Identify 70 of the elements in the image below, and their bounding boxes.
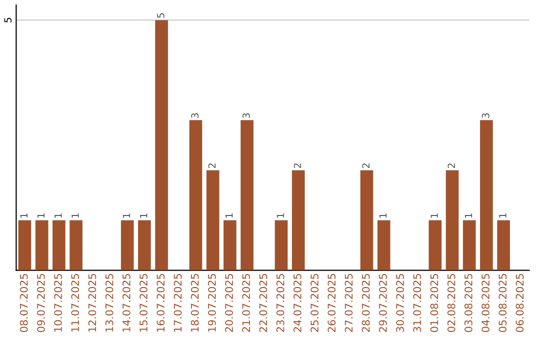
bar: [240, 120, 254, 270]
x-tick-label: 11.07.2025: [71, 274, 80, 332]
bar: [274, 220, 288, 270]
bar: [497, 220, 510, 270]
bar: [292, 170, 305, 270]
data-label: 3: [191, 113, 199, 118]
bar: [155, 20, 168, 270]
data-label: 5: [157, 13, 164, 18]
x-tick-label: 24.07.2025: [293, 274, 302, 332]
x-tick-label: 17.07.2025: [174, 274, 182, 332]
bar: [224, 220, 236, 270]
x-tick-label: 12.07.2025: [88, 274, 96, 332]
data-label: 1: [226, 213, 233, 218]
bar: [462, 220, 476, 270]
x-tick-label: 02.08.2025: [447, 274, 456, 332]
x-tick-label: 10.07.2025: [54, 274, 62, 332]
x-tick-label: 18.07.2025: [190, 274, 199, 332]
data-label: 2: [294, 164, 302, 168]
x-tick-label: 23.07.2025: [276, 274, 284, 332]
bar: [18, 220, 32, 270]
bar: [360, 170, 374, 270]
bar: [480, 120, 493, 270]
bar: [35, 220, 48, 270]
x-tick-label: 22.07.2025: [259, 274, 268, 332]
x-tick-label: 27.07.2025: [344, 274, 353, 332]
x-tick-label: 29.07.2025: [378, 274, 387, 332]
x-tick-label: 16.07.2025: [156, 274, 165, 332]
bar: [189, 120, 202, 270]
bar: [52, 220, 66, 270]
data-label: 1: [140, 213, 148, 218]
data-label: 1: [430, 213, 438, 218]
x-tick-label: 09.07.2025: [36, 274, 45, 332]
x-tick-label: 19.07.2025: [208, 274, 216, 332]
x-tick-label: 28.07.2025: [362, 274, 370, 332]
x-tick-label: 31.07.2025: [413, 274, 422, 332]
x-tick-label: 01.08.2025: [430, 274, 438, 332]
x-tick-label: 20.07.2025: [225, 274, 233, 332]
bar: [138, 220, 151, 270]
data-label: 2: [448, 164, 455, 168]
data-label: 2: [362, 164, 370, 168]
data-label: 1: [72, 213, 79, 218]
x-tick-label: 04.08.2025: [482, 274, 490, 332]
x-tick-label: 21.07.2025: [242, 274, 250, 332]
data-label: 3: [242, 113, 250, 118]
bar: [377, 220, 390, 270]
data-label: 1: [54, 213, 62, 218]
x-tick-label: 14.07.2025: [122, 274, 130, 332]
data-label: 1: [122, 213, 130, 218]
data-label: 1: [20, 213, 28, 218]
x-tick-label: 30.07.2025: [396, 274, 404, 332]
bar: [446, 170, 459, 270]
bar: [428, 220, 442, 270]
bar: [206, 170, 220, 270]
bar: [70, 220, 82, 270]
data-label: 1: [464, 213, 472, 218]
data-label: 3: [482, 113, 490, 118]
data-label: 2: [208, 164, 216, 168]
data-label: 1: [499, 213, 506, 218]
data-label: 1: [37, 213, 45, 218]
x-tick-label: 15.07.2025: [140, 274, 148, 332]
data-label: 1: [276, 213, 284, 218]
x-tick-label: 08.07.2025: [20, 274, 28, 332]
x-tick-label: 26.07.2025: [328, 274, 336, 332]
data-label: 1: [379, 213, 387, 218]
x-tick-label: 03.08.2025: [464, 274, 472, 332]
x-tick-label: 05.08.2025: [498, 274, 507, 332]
x-tick-label: 06.08.2025: [516, 274, 524, 332]
bar: [120, 220, 134, 270]
x-tick-label: 13.07.2025: [105, 274, 114, 332]
x-tick-label: 25.07.2025: [310, 274, 318, 332]
